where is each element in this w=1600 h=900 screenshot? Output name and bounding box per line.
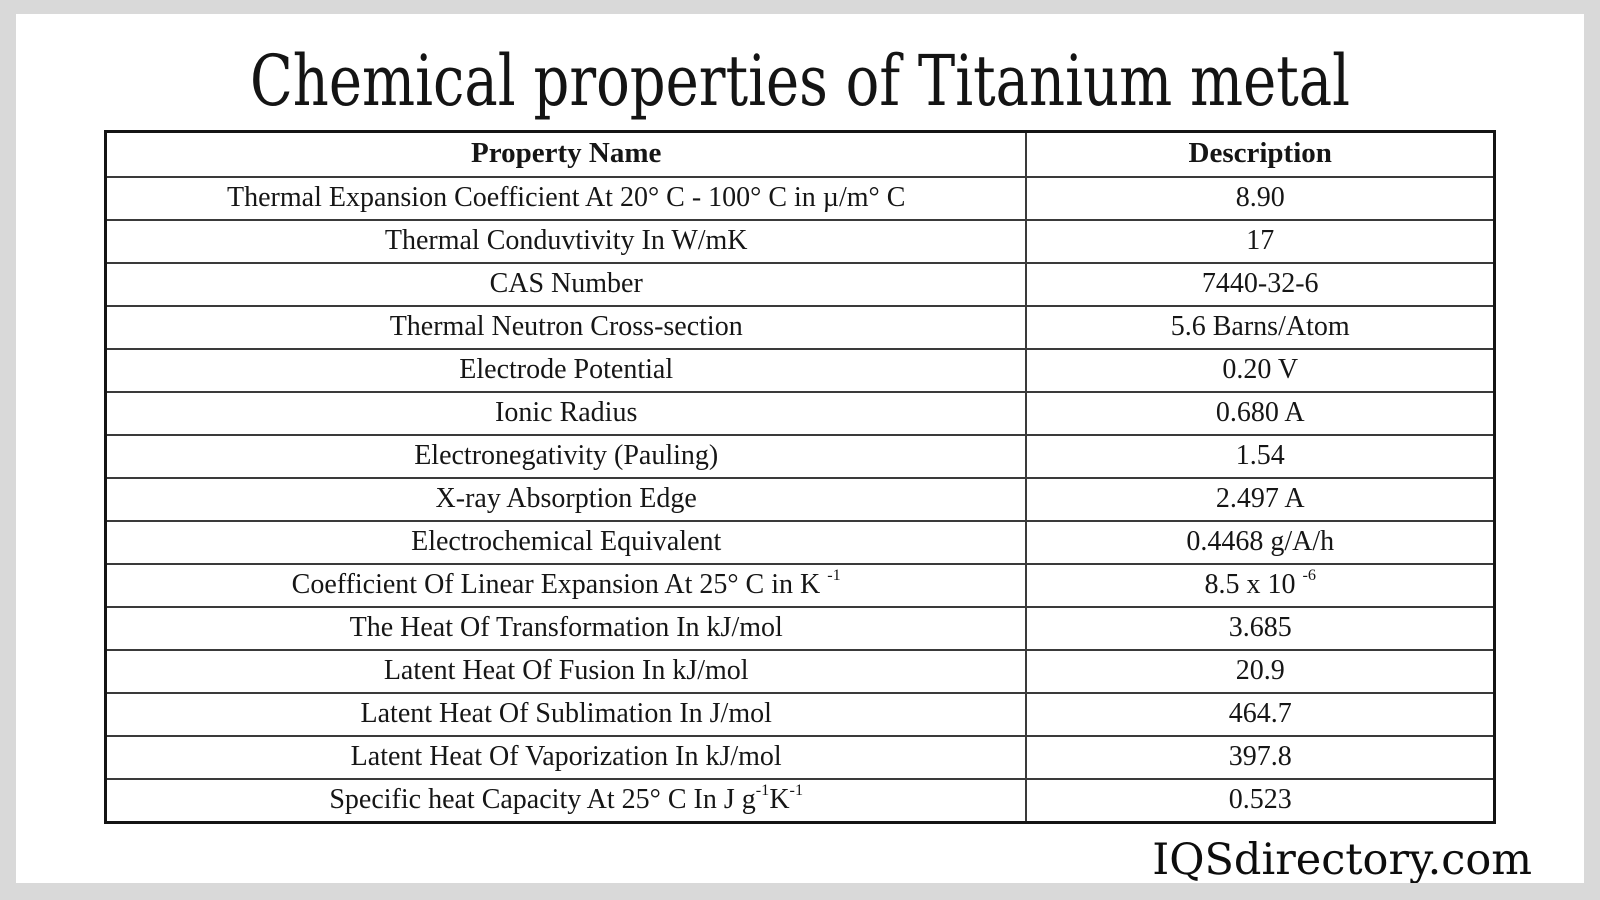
description-cell: 17 [1025, 218, 1496, 264]
table-row: Ionic Radius 0.680 A [104, 390, 1496, 436]
property-cell: Electronegativity (Pauling) [104, 433, 1028, 479]
table-row: Electrode Potential 0.20 V [104, 347, 1496, 393]
property-cell: CAS Number [104, 261, 1028, 307]
table-body: Thermal Expansion Coefficient At 20° C -… [104, 175, 1496, 823]
property-cell: Latent Heat Of Vaporization In kJ/mol [104, 734, 1028, 780]
content-card: Chemical properties of Titanium metal Pr… [16, 14, 1584, 883]
property-cell: The Heat Of Transformation In kJ/mol [104, 605, 1028, 651]
description-cell: 397.8 [1025, 734, 1496, 780]
watermark-text: IQSdirectory.com [1152, 835, 1532, 883]
table-row: Electrochemical Equivalent 0.4468 g/A/h [104, 519, 1496, 565]
page-title: Chemical properties of Titanium metal [249, 40, 1351, 122]
property-cell: Coefficient Of Linear Expansion At 25° C… [104, 562, 1028, 608]
description-cell: 5.6 Barns/Atom [1025, 304, 1496, 350]
description-cell: 7440-32-6 [1025, 261, 1496, 307]
description-cell: 8.5 x 10 -6 [1025, 562, 1496, 608]
property-cell: Thermal Expansion Coefficient At 20° C -… [104, 175, 1028, 221]
table-row: Latent Heat Of Vaporization In kJ/mol 397… [104, 734, 1496, 780]
table-row: CAS Number 7440-32-6 [104, 261, 1496, 307]
property-cell: X-ray Absorption Edge [104, 476, 1028, 522]
table-row: Electronegativity (Pauling) 1.54 [104, 433, 1496, 479]
description-cell: 0.4468 g/A/h [1025, 519, 1496, 565]
description-cell: 3.685 [1025, 605, 1496, 651]
table-row: Thermal Conduvtivity In W/mK 17 [104, 218, 1496, 264]
header-row: Property Name Description [104, 130, 1496, 178]
property-cell: Ionic Radius [104, 390, 1028, 436]
property-cell: Thermal Neutron Cross-section [104, 304, 1028, 350]
table-row: Latent Heat Of Sublimation In J/mol 464.7 [104, 691, 1496, 737]
table-row: Thermal Neutron Cross-section 5.6 Barns/A… [104, 304, 1496, 350]
table-row: Latent Heat Of Fusion In kJ/mol 20.9 [104, 648, 1496, 694]
table-row: Specific heat Capacity At 25° C In J g-1… [104, 777, 1496, 823]
description-cell: 0.523 [1025, 777, 1496, 823]
table-row: X-ray Absorption Edge 2.497 A [104, 476, 1496, 522]
property-cell: Latent Heat Of Sublimation In J/mol [104, 691, 1028, 737]
description-cell: 8.90 [1025, 175, 1496, 221]
description-cell: 0.680 A [1025, 390, 1496, 436]
property-cell: Thermal Conduvtivity In W/mK [104, 218, 1028, 264]
column-header-property-name: Property Name [104, 130, 1028, 178]
property-cell: Electrochemical Equivalent [104, 519, 1028, 565]
description-cell: 464.7 [1025, 691, 1496, 737]
table-row: The Heat Of Transformation In kJ/mol 3.68… [104, 605, 1496, 651]
table-row: Coefficient Of Linear Expansion At 25° C… [104, 562, 1496, 608]
column-header-description: Description [1025, 130, 1496, 178]
property-cell: Electrode Potential [104, 347, 1028, 393]
description-cell: 2.497 A [1025, 476, 1496, 522]
description-cell: 1.54 [1025, 433, 1496, 479]
property-cell: Specific heat Capacity At 25° C In J g-1… [104, 777, 1028, 823]
properties-table: Property Name Description Thermal Expans… [104, 129, 1496, 824]
property-cell: Latent Heat Of Fusion In kJ/mol [104, 648, 1028, 694]
description-cell: 20.9 [1025, 648, 1496, 694]
table-row: Thermal Expansion Coefficient At 20° C -… [104, 175, 1496, 221]
description-cell: 0.20 V [1025, 347, 1496, 393]
